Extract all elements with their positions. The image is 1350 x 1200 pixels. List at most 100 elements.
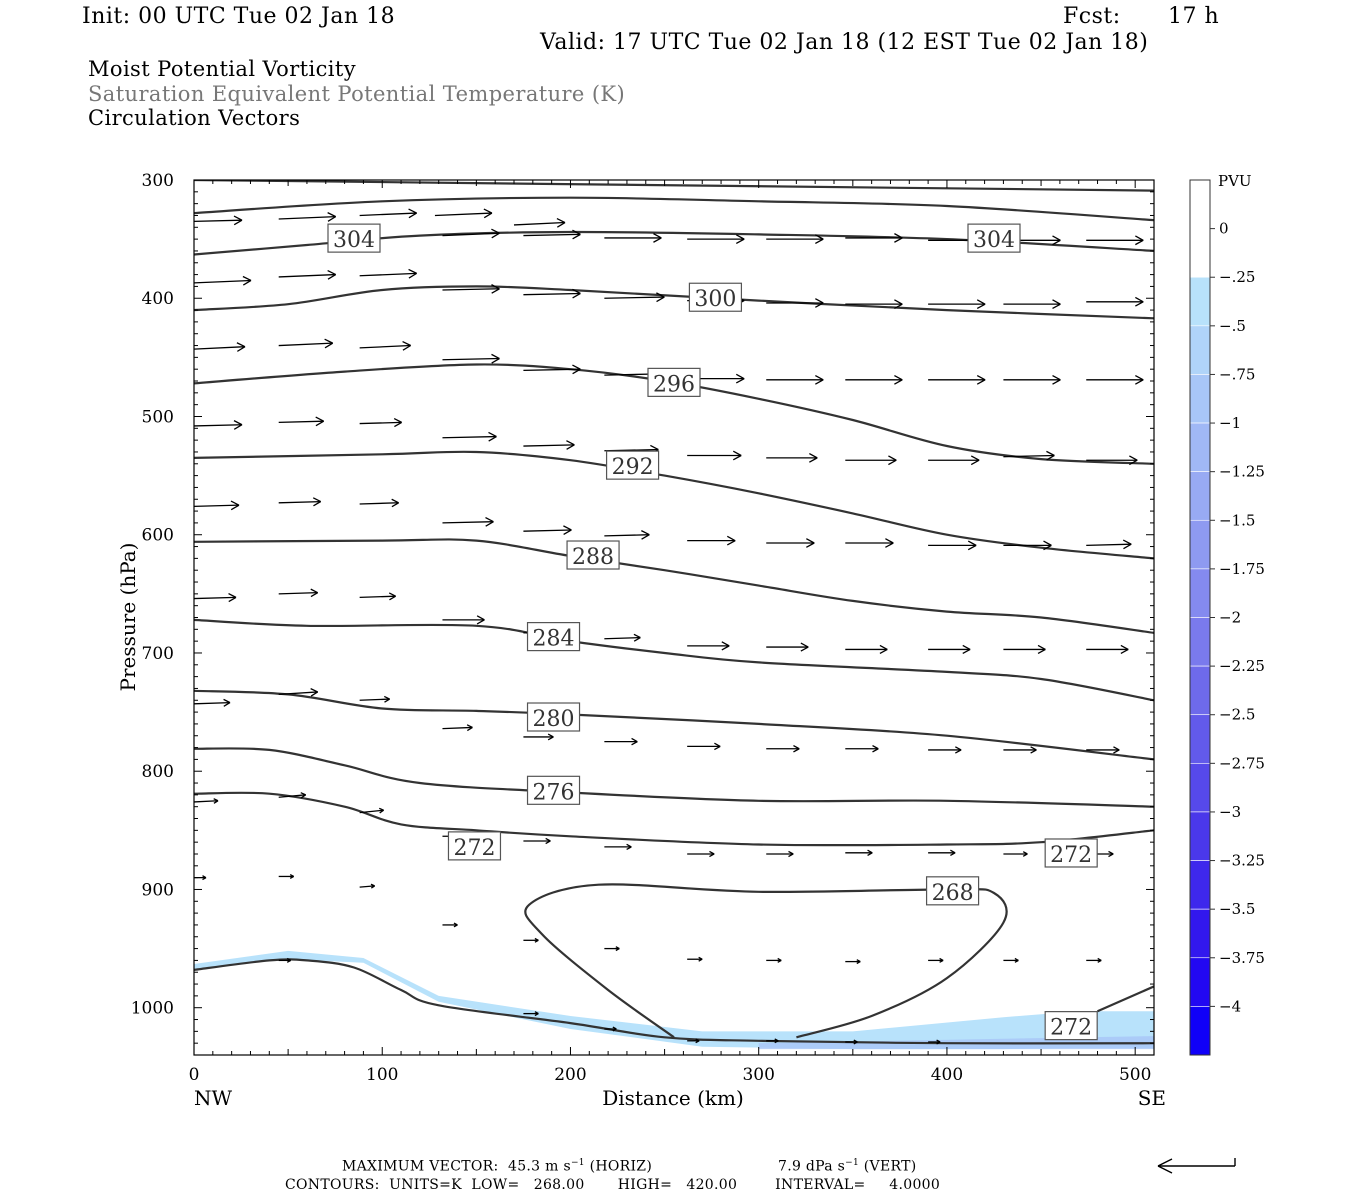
circulation-vector: [604, 737, 638, 746]
circulation-vector: [442, 228, 500, 239]
max-vector-vert: 7.9 dPa s: [778, 1158, 846, 1175]
contour-label-box: [688, 282, 743, 312]
circulation-vector: [1003, 374, 1061, 385]
x-endpoint-right: SE: [1138, 1086, 1166, 1110]
circulation-vector: [687, 850, 715, 858]
theta-es-contour: [194, 285, 1154, 320]
circulation-vector: [434, 208, 493, 219]
colorbar-label: −1: [1219, 414, 1241, 432]
contour-label-box: [526, 775, 581, 805]
x-axis-label: Distance (km): [602, 1086, 744, 1110]
circulation-vector: [687, 956, 703, 962]
circulation-vector: [604, 530, 650, 540]
circulation-vector: [193, 342, 246, 352]
circulation-vector: [845, 644, 888, 655]
contour-label-box: [1044, 1011, 1098, 1041]
circulation-vector: [766, 452, 818, 463]
contour-label: 272: [453, 836, 495, 861]
circulation-vector: [278, 497, 322, 507]
contour-label: 292: [612, 455, 654, 480]
circulation-vector: [845, 1039, 858, 1045]
circulation-vector: [523, 364, 581, 375]
circulation-vector: [766, 957, 782, 963]
x-tick-label: 100: [366, 1065, 398, 1085]
contour-label-box: [566, 540, 620, 570]
max-vector-vert-unit: (VERT): [863, 1158, 917, 1175]
plot-frame: [193, 179, 1155, 1056]
theta-es-contour: [194, 450, 1154, 560]
forecast-hour: 17 h: [1168, 4, 1220, 29]
field-title-mpv: Moist Potential Vorticity: [88, 57, 356, 81]
circulation-vector: [513, 218, 566, 228]
circulation-vector: [845, 745, 879, 753]
colorbar-cell: [1189, 617, 1211, 667]
colorbar-label: −.75: [1219, 365, 1255, 383]
circulation-vector: [687, 450, 742, 461]
colorbar-cell: [1189, 811, 1211, 861]
colorbar-cell: [1189, 568, 1211, 618]
colorbar-label: −2.5: [1219, 706, 1255, 724]
circulation-vector: [928, 849, 956, 856]
contour-label: 272: [1050, 1016, 1092, 1041]
circulation-vector: [359, 807, 385, 814]
contour-label-box: [647, 367, 701, 397]
contour-label-box: [925, 876, 980, 906]
contour-label: 296: [653, 372, 695, 397]
circulation-vector: [1003, 450, 1055, 461]
theta-es-contour: [194, 791, 1154, 847]
circulation-vector: [193, 592, 237, 603]
colorbar-label: −3.75: [1219, 949, 1265, 967]
colorbar-cell: [1189, 519, 1211, 570]
circulation-vector: [928, 957, 944, 963]
contour-label-box: [526, 622, 581, 652]
circulation-vector: [928, 299, 986, 310]
init-time: Init: 00 UTC Tue 02 Jan 18: [82, 4, 396, 29]
x-tick-label: 400: [931, 1065, 963, 1085]
circulation-vector: [766, 374, 824, 385]
colorbar-label: 0: [1219, 220, 1229, 238]
contour-label-box: [526, 702, 581, 732]
x-tick-label: 0: [189, 1065, 200, 1085]
circulation-vector: [523, 525, 572, 536]
pv-shading-band: [194, 950, 1154, 1050]
circulation-vector: [604, 946, 620, 952]
contour-label-box: [327, 223, 381, 253]
circulation-vector: [766, 234, 824, 245]
circulation-vector: [1003, 851, 1028, 857]
circulation-vector: [845, 538, 894, 548]
colorbar-cell: [1189, 422, 1211, 472]
circulation-vector: [278, 873, 295, 879]
circulation-vector: [359, 208, 417, 219]
circulation-vector: [523, 229, 581, 240]
circulation-vector: [278, 792, 307, 799]
contour-label: 288: [572, 545, 614, 570]
circulation-vector: [766, 538, 815, 548]
circulation-vector: [1086, 374, 1144, 385]
contour-label: 304: [973, 228, 1015, 253]
circulation-vector: [442, 615, 485, 625]
contour-label-box: [605, 450, 660, 480]
y-tick-label: 1000: [131, 999, 174, 1019]
theta-es-contour: [194, 689, 1154, 761]
colorbar-cell: [1189, 471, 1211, 521]
contour-info: CONTOURS: UNITS=K LOW= 268.00 HIGH= 420.…: [285, 1177, 941, 1193]
colorbar-label: −3.5: [1219, 900, 1255, 918]
circulation-vector: [278, 588, 319, 598]
circulation-vector: [278, 688, 319, 697]
circulation-vector: [359, 498, 399, 508]
circulation-vector: [687, 1038, 700, 1044]
circulation-vector: [604, 1026, 617, 1032]
colorbar-label: −.5: [1219, 317, 1246, 335]
circulation-vector: [359, 592, 396, 601]
colorbar-cell: [1189, 228, 1211, 278]
circulation-vector: [442, 353, 500, 364]
y-tick-label: 500: [142, 407, 174, 427]
x-endpoint-left: NW: [194, 1086, 233, 1110]
circulation-vector: [928, 746, 962, 754]
theta-es-contour: [194, 747, 1154, 808]
circulation-vector: [1086, 746, 1120, 754]
contour-label: 272: [1050, 843, 1092, 868]
circulation-vector: [928, 455, 980, 466]
circulation-vector: [766, 745, 800, 753]
